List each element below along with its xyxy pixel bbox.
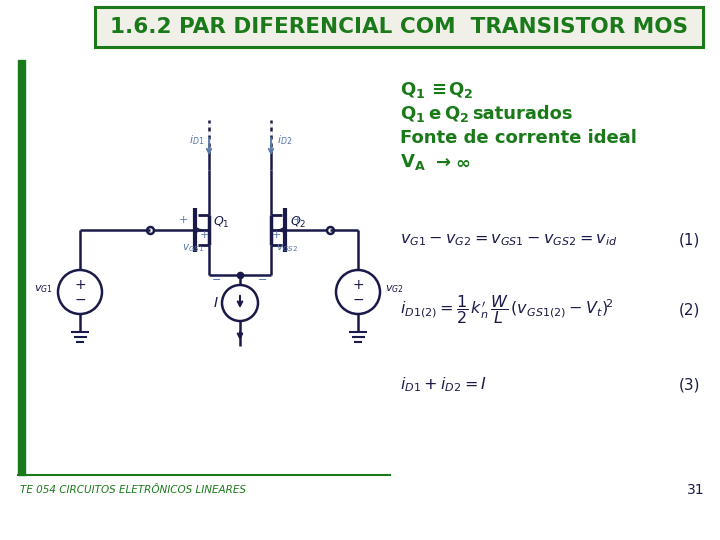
Text: $\mathbf{Q_1}$: $\mathbf{Q_1}$ [400, 80, 426, 100]
Text: −: − [352, 293, 364, 307]
Text: $i_{D1}$: $i_{D1}$ [189, 133, 204, 147]
Text: $\mathbf{Q_2}$: $\mathbf{Q_2}$ [444, 104, 469, 124]
Text: $i_{D1} + i_{D2} = I$: $i_{D1} + i_{D2} = I$ [400, 376, 487, 394]
Text: $\mathbf{Q_2}$: $\mathbf{Q_2}$ [448, 80, 473, 100]
Text: $i_{D2}$: $i_{D2}$ [277, 133, 292, 147]
Text: $v_{G1} - v_{G2} = v_{GS1} - v_{GS2} = v_{id}$: $v_{G1} - v_{G2} = v_{GS1} - v_{GS2} = v… [400, 232, 617, 248]
Text: 31: 31 [688, 483, 705, 497]
Text: $\mathbf{e}$: $\mathbf{e}$ [428, 105, 441, 123]
Text: $i_{D1(2)} = \dfrac{1}{2}\,k_n^{\prime}\,\dfrac{W}{L}\,\left(v_{GS1(2)} - V_t\ri: $i_{D1(2)} = \dfrac{1}{2}\,k_n^{\prime}\… [400, 294, 613, 327]
Text: (2): (2) [679, 302, 700, 318]
Text: $\mathbf{\rightarrow}$: $\mathbf{\rightarrow}$ [432, 153, 451, 171]
Text: +: + [199, 230, 209, 240]
Text: $v_{GS1}$: $v_{GS1}$ [181, 242, 204, 254]
Text: $\mathbf{\equiv}$: $\mathbf{\equiv}$ [428, 81, 446, 99]
Text: +: + [271, 230, 281, 240]
Text: saturados: saturados [472, 105, 572, 123]
Text: +: + [74, 278, 86, 292]
Text: $v_{GS2}$: $v_{GS2}$ [276, 242, 298, 254]
Text: $v_{G2}$: $v_{G2}$ [385, 283, 404, 295]
Text: −: − [74, 293, 86, 307]
Text: (3): (3) [678, 377, 700, 393]
Bar [18, 60, 25, 475]
Text: +: + [292, 215, 302, 225]
Text: $v_{G1}$: $v_{G1}$ [34, 283, 53, 295]
FancyBboxPatch shape [95, 7, 703, 47]
Text: −: − [258, 275, 268, 285]
Text: $Q_2$: $Q_2$ [290, 214, 307, 230]
Text: $\mathbf{\infty}$: $\mathbf{\infty}$ [455, 153, 470, 171]
Text: +: + [352, 278, 364, 292]
Text: $Q_1$: $Q_1$ [213, 214, 230, 230]
Text: TE 054 CIRCUITOS ELETRÔNICOS LINEARES: TE 054 CIRCUITOS ELETRÔNICOS LINEARES [20, 485, 246, 495]
Text: 1.6.2 PAR DIFERENCIAL COM  TRANSISTOR MOS: 1.6.2 PAR DIFERENCIAL COM TRANSISTOR MOS [110, 17, 688, 37]
Text: $\mathbf{Q_1}$: $\mathbf{Q_1}$ [400, 104, 426, 124]
Text: −: − [212, 275, 222, 285]
Text: (1): (1) [679, 233, 700, 247]
Text: I: I [214, 296, 218, 310]
Text: +: + [179, 215, 188, 225]
Text: Fonte de corrente ideal: Fonte de corrente ideal [400, 129, 637, 147]
Text: $\mathbf{V_A}$: $\mathbf{V_A}$ [400, 152, 426, 172]
